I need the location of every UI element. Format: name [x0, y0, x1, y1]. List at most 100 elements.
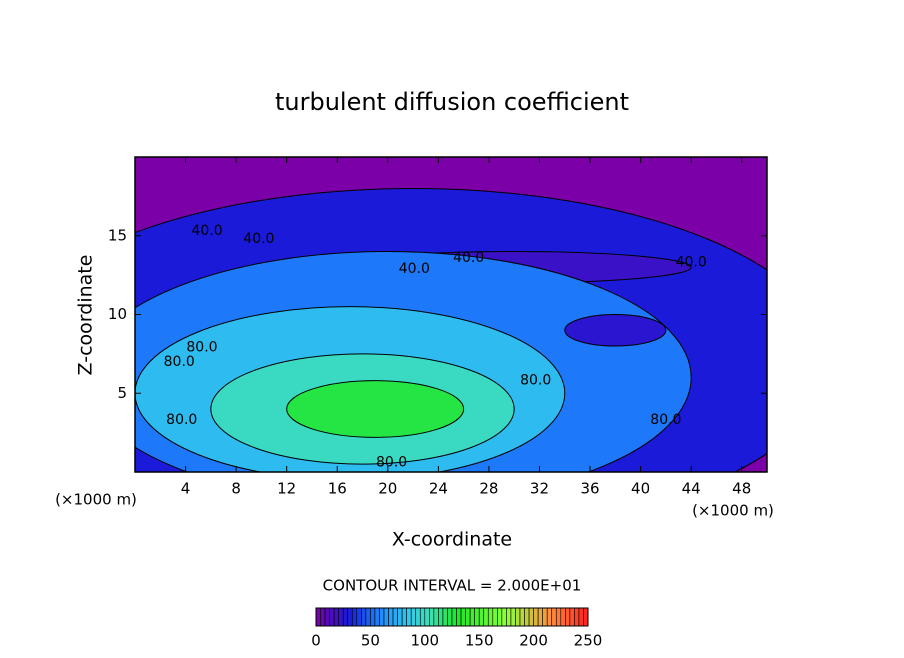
colorbar-cell [361, 607, 367, 627]
colorbar-cell [465, 607, 471, 627]
colorbar-cell [487, 607, 494, 627]
colorbar-cell [338, 607, 344, 627]
contour-label: 40.0 [191, 223, 222, 239]
colorbar-cell [551, 607, 557, 627]
contour-label: 40.0 [676, 255, 707, 271]
colorbar-cell [324, 607, 330, 627]
colorbar-cell [583, 607, 589, 627]
colorbar-cell [410, 607, 417, 627]
colorbar-tick-label: 50 [361, 632, 380, 650]
colorbar-cell [524, 607, 530, 627]
colorbar-cell [460, 607, 466, 627]
contour-label: 80.0 [166, 412, 197, 428]
colorbar-cell [565, 607, 571, 627]
colorbar-cell [555, 607, 562, 627]
colorbar-tick-label: 0 [311, 632, 321, 650]
contour-label: 80.0 [650, 412, 681, 428]
x-tick-label: 32 [530, 480, 549, 498]
contour-interval: CONTOUR INTERVAL = 2.000E+01 [323, 577, 582, 595]
colorbar-tick-label: 150 [465, 632, 494, 650]
colorbar-cell [578, 607, 584, 627]
colorbar-cell [533, 607, 539, 627]
colorbar-cell [392, 607, 398, 627]
x-unit-label: (×1000 m) [55, 491, 137, 509]
x-tick-label: 44 [682, 480, 701, 498]
colorbar-cell [546, 607, 553, 627]
field [135, 157, 767, 472]
colorbar-cell [537, 607, 543, 627]
colorbar-cell [492, 607, 498, 627]
chart-title: turbulent diffusion coefficient [275, 88, 629, 116]
x-tick-label: 12 [277, 480, 296, 498]
colorbar-cell [447, 607, 453, 627]
x-tick-label: 20 [378, 480, 397, 498]
colorbar-cell [474, 607, 480, 627]
x-tick-label: 28 [479, 480, 498, 498]
colorbar-cell [483, 607, 489, 627]
colorbar-cell [478, 607, 485, 627]
contour-label: 80.0 [164, 354, 195, 370]
colorbar-cell [356, 607, 362, 627]
x-axis-label: X-coordinate [392, 529, 512, 551]
colorbar-cell [542, 607, 548, 627]
contour-region [564, 314, 667, 347]
colorbar-cell [374, 607, 380, 627]
contour-label: 40.0 [399, 261, 430, 277]
colorbar-cell [333, 607, 339, 627]
colorbar-cell [388, 607, 394, 627]
colorbar-cell [401, 607, 407, 627]
x-tick-label: 4 [181, 480, 191, 498]
x-tick-label: 40 [631, 480, 650, 498]
colorbar-cell [528, 607, 534, 627]
colorbar-cell [397, 607, 403, 627]
colorbar-cell [342, 607, 349, 627]
colorbar-cell [329, 607, 335, 627]
colorbar-cell [506, 607, 512, 627]
colorbar-cell [442, 607, 448, 627]
colorbar-cell [497, 607, 503, 627]
x-tick-label: 48 [732, 480, 751, 498]
colorbar-cell [501, 607, 507, 627]
contour-region [286, 380, 465, 438]
x-tick-label: 24 [429, 480, 448, 498]
colorbar-cell [451, 607, 457, 627]
colorbar-cell [510, 607, 516, 627]
y-tick-label: 5 [117, 384, 127, 402]
colorbar-tick-label: 250 [574, 632, 603, 650]
x-unit-label: (×1000 m) [692, 502, 774, 520]
contour-label: 80.0 [186, 340, 217, 356]
colorbar-cell [424, 607, 430, 627]
colorbar-cell [383, 607, 389, 627]
colorbar-cell [365, 607, 371, 627]
colorbar-cell [560, 607, 566, 627]
colorbar-cell [351, 607, 358, 627]
y-tick-label: 10 [108, 305, 127, 323]
x-tick-label: 36 [580, 480, 599, 498]
x-tick-label: 8 [231, 480, 241, 498]
colorbar-cell [370, 607, 376, 627]
colorbar-cell [406, 607, 412, 627]
contour-label: 40.0 [243, 231, 274, 247]
colorbar-cell [415, 607, 421, 627]
y-tick-label: 15 [108, 226, 127, 244]
colorbar-tick-label: 200 [519, 632, 548, 650]
contour-label: 80.0 [520, 373, 551, 389]
colorbar-cell [347, 607, 353, 627]
colorbar-cell [456, 607, 462, 627]
colorbar-cell [419, 607, 426, 627]
contour-label: 40.0 [453, 250, 484, 266]
y-axis-label: Z-coordinate [75, 255, 97, 376]
contour-label: 80.0 [376, 455, 407, 471]
x-tick-label: 16 [328, 480, 347, 498]
colorbar-cell [315, 607, 321, 627]
colorbar-cell [429, 607, 435, 627]
colorbar-cell [320, 607, 326, 627]
colorbar-cell [519, 607, 525, 627]
colorbar-cell [469, 607, 475, 627]
colorbar-cell [515, 607, 521, 627]
colorbar-cell [574, 607, 580, 627]
colorbar-cell [379, 607, 385, 627]
colorbar-cell [433, 607, 439, 627]
colorbar-cell [438, 607, 444, 627]
